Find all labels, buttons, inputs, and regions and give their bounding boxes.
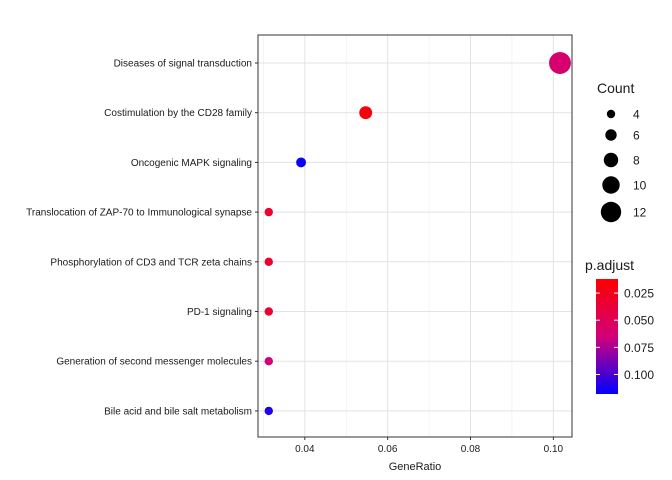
grid-lines — [258, 35, 572, 437]
count-legend-label: 8 — [633, 154, 640, 168]
y-tick-label: Diseases of signal transduction — [114, 59, 252, 70]
count-legend-key — [600, 201, 622, 223]
x-tick-label: 0.10 — [544, 444, 564, 455]
x-tick-label: 0.06 — [378, 444, 398, 455]
y-tick-label: Costimulation by the CD28 family — [104, 108, 252, 119]
count-legend-title: Count — [597, 80, 634, 96]
y-axis-labels: Diseases of signal transduction Costimula… — [26, 59, 258, 417]
p-adjust-legend-label: 0.100 — [624, 368, 654, 382]
x-axis-title: GeneRatio — [389, 461, 442, 473]
count-legend-key — [605, 129, 617, 141]
p-adjust-legend-label: 0.025 — [624, 287, 654, 301]
count-legend-key — [606, 109, 616, 119]
data-point — [264, 406, 273, 416]
data-point — [359, 106, 373, 120]
count-legend-label: 4 — [633, 108, 640, 122]
data-points — [264, 52, 571, 416]
p-adjust-colorbar — [596, 279, 618, 394]
data-point — [264, 257, 273, 266]
count-legend-label: 6 — [633, 129, 640, 143]
x-tick-label: 0.08 — [461, 444, 481, 455]
y-tick-label: Phosphorylation of CD3 and TCR zeta chai… — [50, 257, 252, 268]
count-legend-key — [603, 152, 619, 168]
data-point — [549, 52, 571, 74]
count-legend-label: 10 — [633, 179, 647, 193]
count-legend-key — [602, 176, 620, 194]
data-point — [264, 357, 273, 366]
data-point — [296, 157, 307, 168]
data-point — [264, 307, 273, 316]
x-tick-label: 0.04 — [295, 444, 315, 455]
p-adjust-legend-title: p.adjust — [585, 257, 634, 273]
y-tick-label: Bile acid and bile salt metabolism — [104, 406, 252, 417]
y-tick-label: Oncogenic MAPK signaling — [131, 158, 252, 169]
x-axis: 0.04 0.06 0.08 0.10 — [295, 437, 564, 455]
y-tick-label: Translocation of ZAP-70 to Immunological… — [26, 208, 252, 219]
p-adjust-legend: p.adjust 0.025 0.050 0.075 0.100 — [585, 257, 654, 394]
panel-border — [257, 34, 573, 438]
p-adjust-legend-label: 0.075 — [624, 341, 654, 355]
p-adjust-legend-label: 0.050 — [624, 314, 654, 328]
data-point — [264, 207, 273, 217]
count-legend: Count 4 6 8 10 12 — [597, 80, 647, 223]
y-tick-label: Generation of second messenger molecules — [56, 357, 252, 368]
count-legend-label: 12 — [633, 206, 647, 220]
y-tick-label: PD-1 signaling — [187, 307, 252, 318]
